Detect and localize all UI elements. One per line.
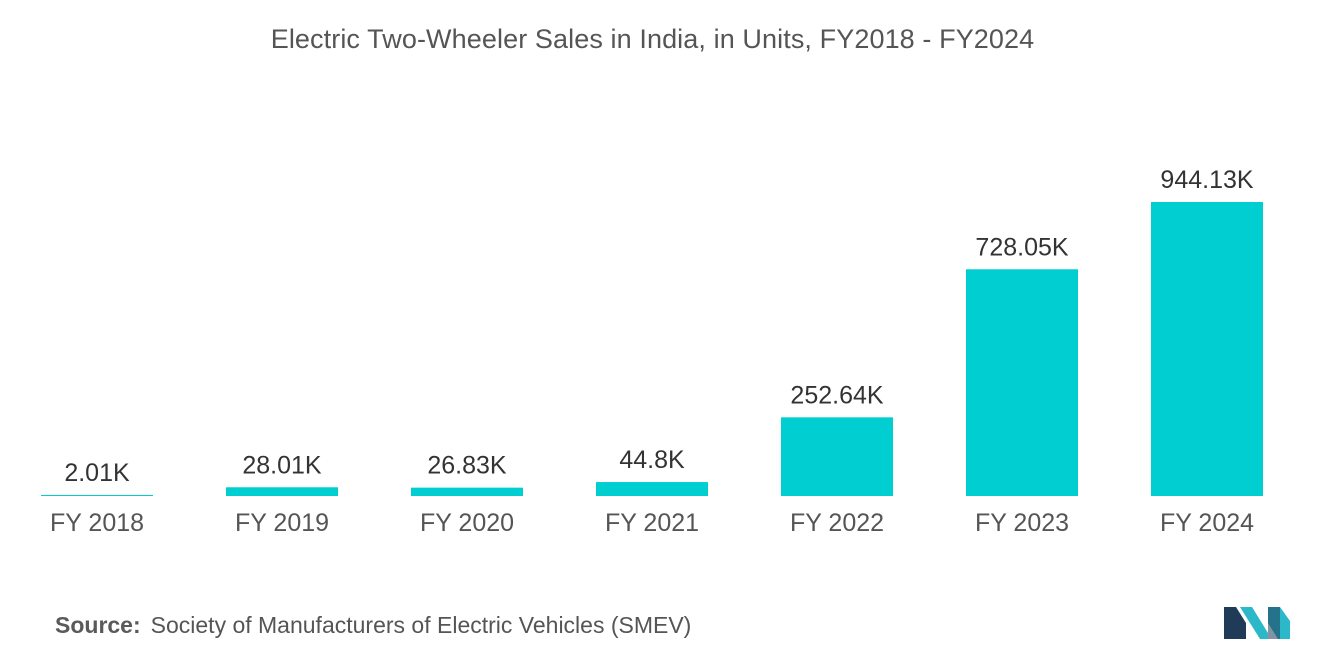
bar-fy-2018 [41,495,153,496]
logo-shape-mid [1240,607,1268,639]
source-note: Source: Society of Manufacturers of Elect… [55,612,691,639]
bar-fy-2020 [411,487,523,496]
bar-fy-2023 [966,269,1078,496]
brand-logo-icon [1224,607,1290,639]
bar-fy-2024 [1151,202,1263,496]
category-label: FY 2023 [975,509,1069,537]
category-label: FY 2018 [50,509,144,537]
category-label: FY 2019 [235,509,329,537]
category-label: FY 2020 [420,509,514,537]
source-text: Society of Manufacturers of Electric Veh… [150,612,692,638]
category-label: FY 2024 [1160,509,1254,537]
category-labels-group: FY 2018 FY 2019 FY 2020 FY 2021 FY 2022 FY 20… [50,509,1254,537]
category-label: FY 2022 [790,509,884,537]
bar-fy-2019 [226,487,338,496]
value-label: 28.01K [242,451,322,479]
source-label: Source: [55,612,141,638]
value-labels-group: 2.01K 28.01K 26.83K 44.8K 252.64K 728.05K 944.… [64,166,1254,487]
bars-group [41,202,1263,496]
value-label: 252.64K [790,381,883,409]
logo-shape-accent [1268,607,1280,639]
logo-shape-left [1224,607,1246,639]
value-label: 26.83K [427,452,507,480]
bar-fy-2022 [781,417,893,496]
category-label: FY 2021 [605,509,699,537]
chart-title: Electric Two-Wheeler Sales in India, in … [270,24,1035,54]
value-label: 728.05K [975,233,1068,261]
value-label: 944.13K [1160,166,1253,194]
value-label: 44.8K [619,446,685,474]
bar-fy-2021 [596,482,708,496]
value-label: 2.01K [64,459,130,487]
